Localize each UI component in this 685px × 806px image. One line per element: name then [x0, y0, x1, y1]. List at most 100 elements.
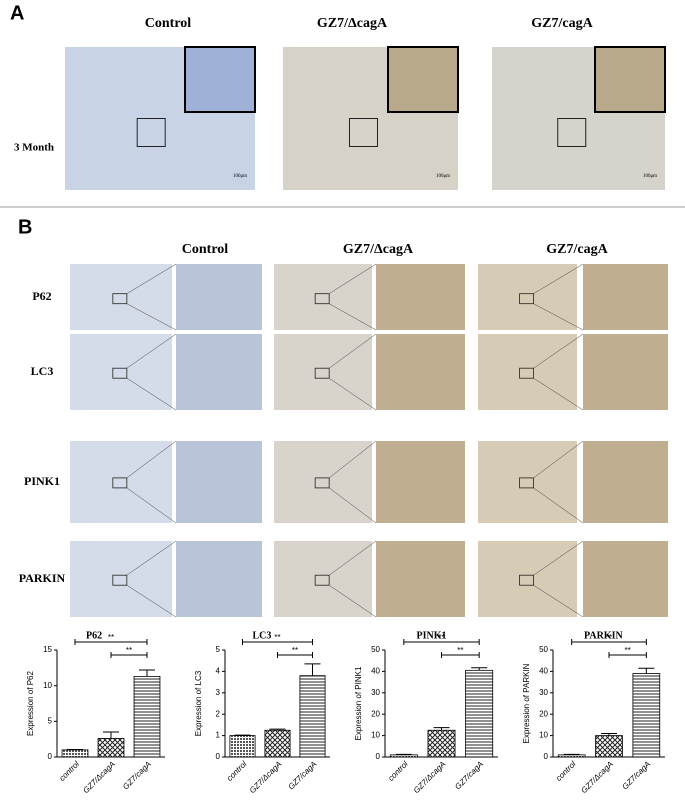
micrograph: [274, 264, 372, 330]
micrograph: [478, 441, 577, 523]
zoom-image: [376, 264, 465, 330]
scale-bar: 100μm: [233, 174, 247, 179]
bar: [632, 673, 661, 758]
significance-label: **: [438, 633, 444, 642]
micrograph: [70, 334, 172, 410]
significance-label: **: [457, 646, 463, 655]
bar: [557, 754, 586, 758]
error-bar: [601, 732, 617, 736]
zoom-line: [126, 377, 177, 411]
row-label: PARKIN: [19, 571, 66, 585]
column-title: GZ7/cagA: [546, 242, 608, 257]
chart-title: PINK1: [417, 630, 447, 641]
bracket-ends: [441, 652, 480, 658]
significance-label: **: [108, 633, 114, 642]
y-tick-label: 15: [43, 645, 52, 654]
error-bar: [103, 731, 119, 739]
bracket-ends: [74, 639, 148, 645]
region-box: [136, 118, 166, 147]
y-tick-label: 50: [371, 645, 380, 654]
bar: [595, 735, 623, 758]
region-box: [112, 477, 128, 489]
micrograph: [70, 264, 172, 330]
y-axis-label: Expression of P62: [26, 670, 35, 735]
y-tick-label: 2: [216, 709, 221, 718]
zoom-line: [329, 303, 377, 331]
zoom-line: [126, 440, 177, 479]
chart-title: PARKIN: [584, 630, 623, 641]
zoom-line: [533, 333, 584, 369]
error-bar: [269, 728, 286, 731]
zoom-line: [126, 303, 177, 331]
zoom-line: [533, 487, 584, 524]
bar: [264, 729, 291, 758]
bar: [133, 675, 161, 758]
micrograph: [70, 541, 172, 617]
error-bar: [433, 727, 450, 731]
zoom-image: [176, 441, 262, 523]
zoom-image: [376, 334, 465, 410]
zoom-line: [533, 377, 584, 411]
zoom-image: [583, 334, 668, 410]
zoom-image: [176, 541, 262, 617]
zoom-line: [329, 263, 377, 294]
bar: [61, 749, 89, 758]
zoom-image: [583, 264, 668, 330]
y-tick-label: 30: [371, 688, 380, 697]
x-tick-label: GZ7/ΔcagA: [248, 760, 284, 796]
significance-label: **: [292, 646, 298, 655]
y-tick-label: 0: [376, 752, 381, 761]
y-tick-label: 5: [216, 645, 221, 654]
region-box: [112, 293, 128, 305]
zoom-line: [329, 377, 377, 411]
bar: [427, 729, 456, 758]
region-box: [519, 574, 534, 586]
y-tick-label: 0: [48, 752, 53, 761]
x-tick-label: control: [554, 759, 578, 783]
y-tick-label: 40: [371, 667, 380, 676]
bar: [229, 735, 256, 758]
zoom-line: [533, 440, 584, 479]
region-box: [519, 477, 534, 489]
micrograph: [274, 441, 372, 523]
zoom-image: [583, 541, 668, 617]
x-tick-label: GZ7/cagA: [287, 760, 319, 792]
column-title: GZ7/cagA: [531, 16, 593, 31]
y-axis-label: Expression of PARKIN: [522, 663, 531, 743]
region-box: [314, 477, 330, 489]
y-tick-label: 0: [216, 752, 221, 761]
x-tick-label: GZ7/ΔcagA: [412, 760, 448, 796]
column-title: GZ7/ΔcagA: [317, 16, 388, 31]
y-tick-label: 30: [539, 688, 548, 697]
y-tick-label: 10: [539, 731, 548, 740]
x-tick-label: GZ7/ΔcagA: [579, 760, 615, 796]
scale-bar: 100μm: [643, 174, 657, 179]
micrograph: [70, 441, 172, 523]
y-tick-label: 5: [48, 716, 53, 725]
y-tick-label: 4: [216, 667, 221, 676]
micrograph: [478, 334, 577, 410]
column-title: Control: [145, 16, 192, 31]
region-box: [557, 118, 587, 147]
bracket-ends: [277, 652, 313, 658]
column-title: GZ7/ΔcagA: [343, 242, 414, 257]
significance-label: **: [274, 633, 280, 642]
zoom-line: [126, 487, 177, 524]
error-bar: [139, 669, 155, 677]
bracket-ends: [242, 639, 313, 645]
zoom-line: [533, 540, 584, 576]
significance-label: **: [126, 646, 132, 655]
y-tick-label: 10: [371, 731, 380, 740]
x-tick-label: GZ7/cagA: [453, 760, 485, 792]
zoom-line: [329, 584, 377, 618]
zoom-image: [376, 541, 465, 617]
bar: [299, 675, 326, 758]
x-tick-label: control: [225, 759, 249, 783]
row-label: 3 Month: [14, 142, 54, 154]
y-tick-label: 40: [539, 667, 548, 676]
panel-label: B: [18, 216, 32, 238]
bar: [97, 738, 125, 758]
zoom-line: [329, 440, 377, 479]
y-tick-label: 20: [539, 709, 548, 718]
x-tick-label: GZ7/ΔcagA: [81, 760, 117, 796]
